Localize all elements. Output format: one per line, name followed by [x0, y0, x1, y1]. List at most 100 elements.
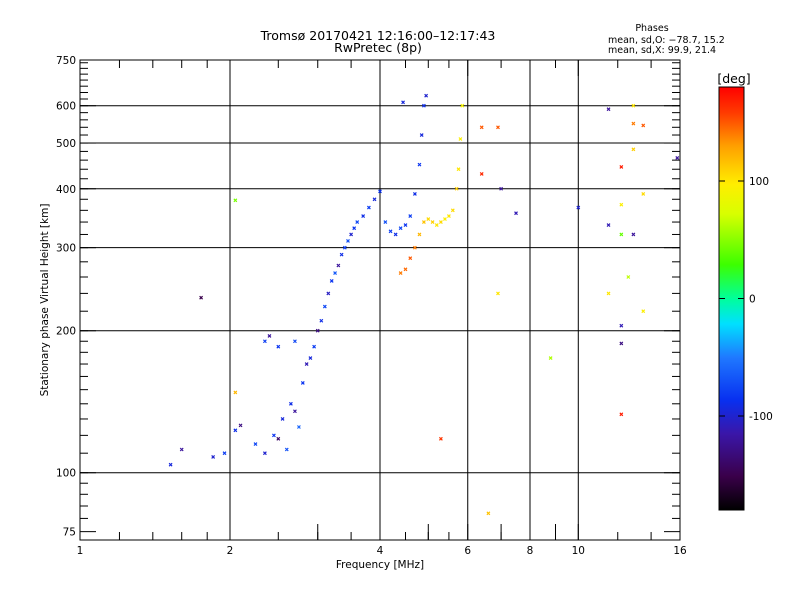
data-point: [179, 447, 184, 452]
data-point: [548, 356, 553, 361]
data-point: [606, 107, 611, 112]
data-point: [443, 217, 447, 221]
data-point: [304, 362, 309, 366]
y-tick-label: 300: [56, 243, 76, 255]
data-point: [276, 344, 281, 349]
data-point: [408, 214, 413, 219]
data-point: [329, 279, 334, 283]
data-point: [479, 172, 484, 176]
data-point: [401, 100, 405, 105]
data-point: [424, 93, 429, 98]
data-point: [238, 423, 243, 428]
x-tick-label: 1: [77, 545, 84, 557]
x-axis-title: Frequency [MHz]: [336, 559, 424, 571]
data-point: [631, 121, 636, 126]
data-point: [631, 147, 636, 152]
data-point: [372, 197, 377, 202]
data-points: [168, 93, 680, 516]
data-point: [393, 232, 398, 237]
data-point: [315, 328, 320, 333]
data-point: [262, 451, 267, 456]
data-point: [403, 267, 408, 272]
phase-stats-x: mean, sd,X: 99.9, 21.4: [608, 45, 716, 56]
data-point: [421, 220, 426, 224]
data-point: [398, 271, 403, 276]
data-point: [288, 401, 293, 406]
data-point: [222, 451, 227, 456]
data-point: [326, 291, 331, 296]
data-point: [619, 341, 624, 346]
data-point: [641, 123, 646, 128]
data-point: [336, 263, 341, 268]
data-point: [352, 226, 357, 231]
data-point: [619, 412, 624, 417]
data-point: [619, 164, 624, 169]
data-point: [280, 417, 285, 421]
data-point: [308, 356, 313, 361]
data-point: [403, 223, 408, 228]
y-axis-title: Stationary phase Virtual Height [km]: [39, 204, 51, 397]
data-point: [366, 205, 371, 210]
data-point: [412, 245, 417, 250]
data-point: [398, 226, 403, 231]
y-tick-label: 400: [56, 184, 76, 196]
data-point: [499, 186, 504, 191]
data-point: [606, 291, 611, 296]
data-point: [361, 214, 366, 219]
data-point: [262, 339, 267, 344]
data-point: [641, 309, 646, 314]
data-point: [479, 125, 484, 130]
data-point: [426, 217, 431, 221]
chart-title: Tromsø 20170421 12:16:00–12:17:43: [260, 28, 496, 43]
data-point: [211, 455, 216, 459]
data-point: [619, 232, 624, 237]
data-point: [496, 125, 500, 130]
data-point: [421, 103, 426, 108]
data-point: [486, 511, 491, 516]
data-point: [675, 155, 680, 160]
y-tick-label: 75: [63, 527, 76, 539]
data-point: [378, 189, 382, 194]
x-tick-labels: 1 2 4 6 8 10 16: [77, 545, 687, 557]
data-point: [450, 208, 455, 213]
data-point: [312, 344, 317, 349]
data-point: [276, 436, 281, 441]
data-point: [168, 462, 173, 467]
data-point: [454, 186, 459, 191]
data-point: [233, 428, 238, 433]
data-point: [199, 295, 204, 300]
data-point: [458, 137, 463, 141]
data-point: [408, 256, 413, 261]
colorbar-ticks: -100 0 100: [719, 176, 773, 423]
data-point: [296, 425, 301, 429]
data-point: [460, 103, 465, 108]
data-point: [496, 291, 500, 296]
phase-stats-o: mean, sd,O: −78.7, 15.2: [608, 35, 725, 46]
data-point: [430, 220, 435, 224]
data-point: [606, 223, 611, 228]
y-tick-label: 100: [56, 468, 76, 480]
data-point: [300, 381, 305, 385]
y-tick-label: 200: [56, 326, 76, 338]
data-point: [412, 192, 417, 196]
x-tick-label: 10: [572, 545, 585, 557]
plot-frame: [79, 59, 681, 541]
colorbar-tick-label: 0: [749, 294, 756, 306]
data-point: [419, 133, 424, 137]
data-point: [388, 229, 393, 234]
phase-stats-title: Phases: [635, 23, 668, 34]
data-point: [355, 220, 360, 224]
data-point: [631, 103, 636, 108]
data-point: [349, 232, 354, 237]
x-tick-label: 16: [673, 545, 687, 557]
data-point: [641, 192, 646, 196]
data-point: [438, 220, 443, 224]
data-point: [342, 245, 347, 250]
x-tick-label: 4: [377, 545, 384, 557]
colorbar-tick-label: 100: [749, 176, 769, 188]
y-tick-labels: 75 100 200 300 400 500 600 750: [56, 55, 76, 539]
colorbar-label: [deg]: [717, 71, 750, 86]
y-tick-label: 600: [56, 101, 76, 113]
x-tick-label: 2: [227, 545, 234, 557]
